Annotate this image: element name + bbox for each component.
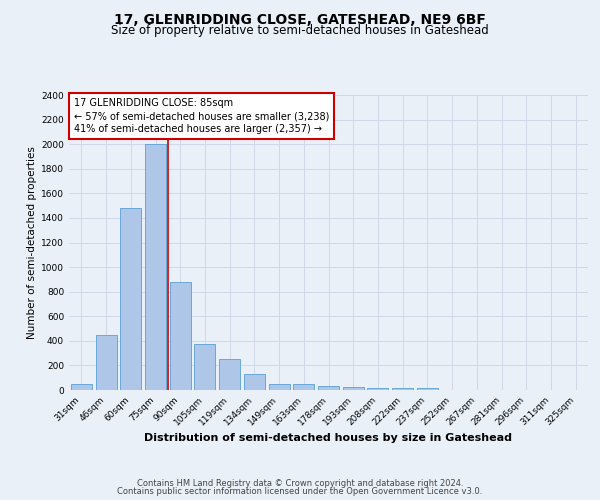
Bar xyxy=(145,144,166,390)
Bar xyxy=(170,282,191,390)
Bar xyxy=(392,388,413,390)
Bar xyxy=(95,334,116,390)
Bar xyxy=(318,386,339,390)
Bar xyxy=(244,374,265,390)
Bar xyxy=(219,358,240,390)
Bar xyxy=(293,384,314,390)
Text: Size of property relative to semi-detached houses in Gateshead: Size of property relative to semi-detach… xyxy=(111,24,489,37)
Bar xyxy=(120,208,141,390)
Bar xyxy=(343,387,364,390)
Text: 17 GLENRIDDING CLOSE: 85sqm
← 57% of semi-detached houses are smaller (3,238)
41: 17 GLENRIDDING CLOSE: 85sqm ← 57% of sem… xyxy=(74,98,329,134)
Bar xyxy=(269,384,290,390)
Y-axis label: Number of semi-detached properties: Number of semi-detached properties xyxy=(27,146,37,339)
Text: Contains HM Land Registry data © Crown copyright and database right 2024.: Contains HM Land Registry data © Crown c… xyxy=(137,478,463,488)
Bar xyxy=(71,384,92,390)
Text: 17, GLENRIDDING CLOSE, GATESHEAD, NE9 6BF: 17, GLENRIDDING CLOSE, GATESHEAD, NE9 6B… xyxy=(114,12,486,26)
Bar xyxy=(194,344,215,390)
Bar xyxy=(417,388,438,390)
X-axis label: Distribution of semi-detached houses by size in Gateshead: Distribution of semi-detached houses by … xyxy=(145,432,512,442)
Text: Contains public sector information licensed under the Open Government Licence v3: Contains public sector information licen… xyxy=(118,487,482,496)
Bar xyxy=(367,388,388,390)
